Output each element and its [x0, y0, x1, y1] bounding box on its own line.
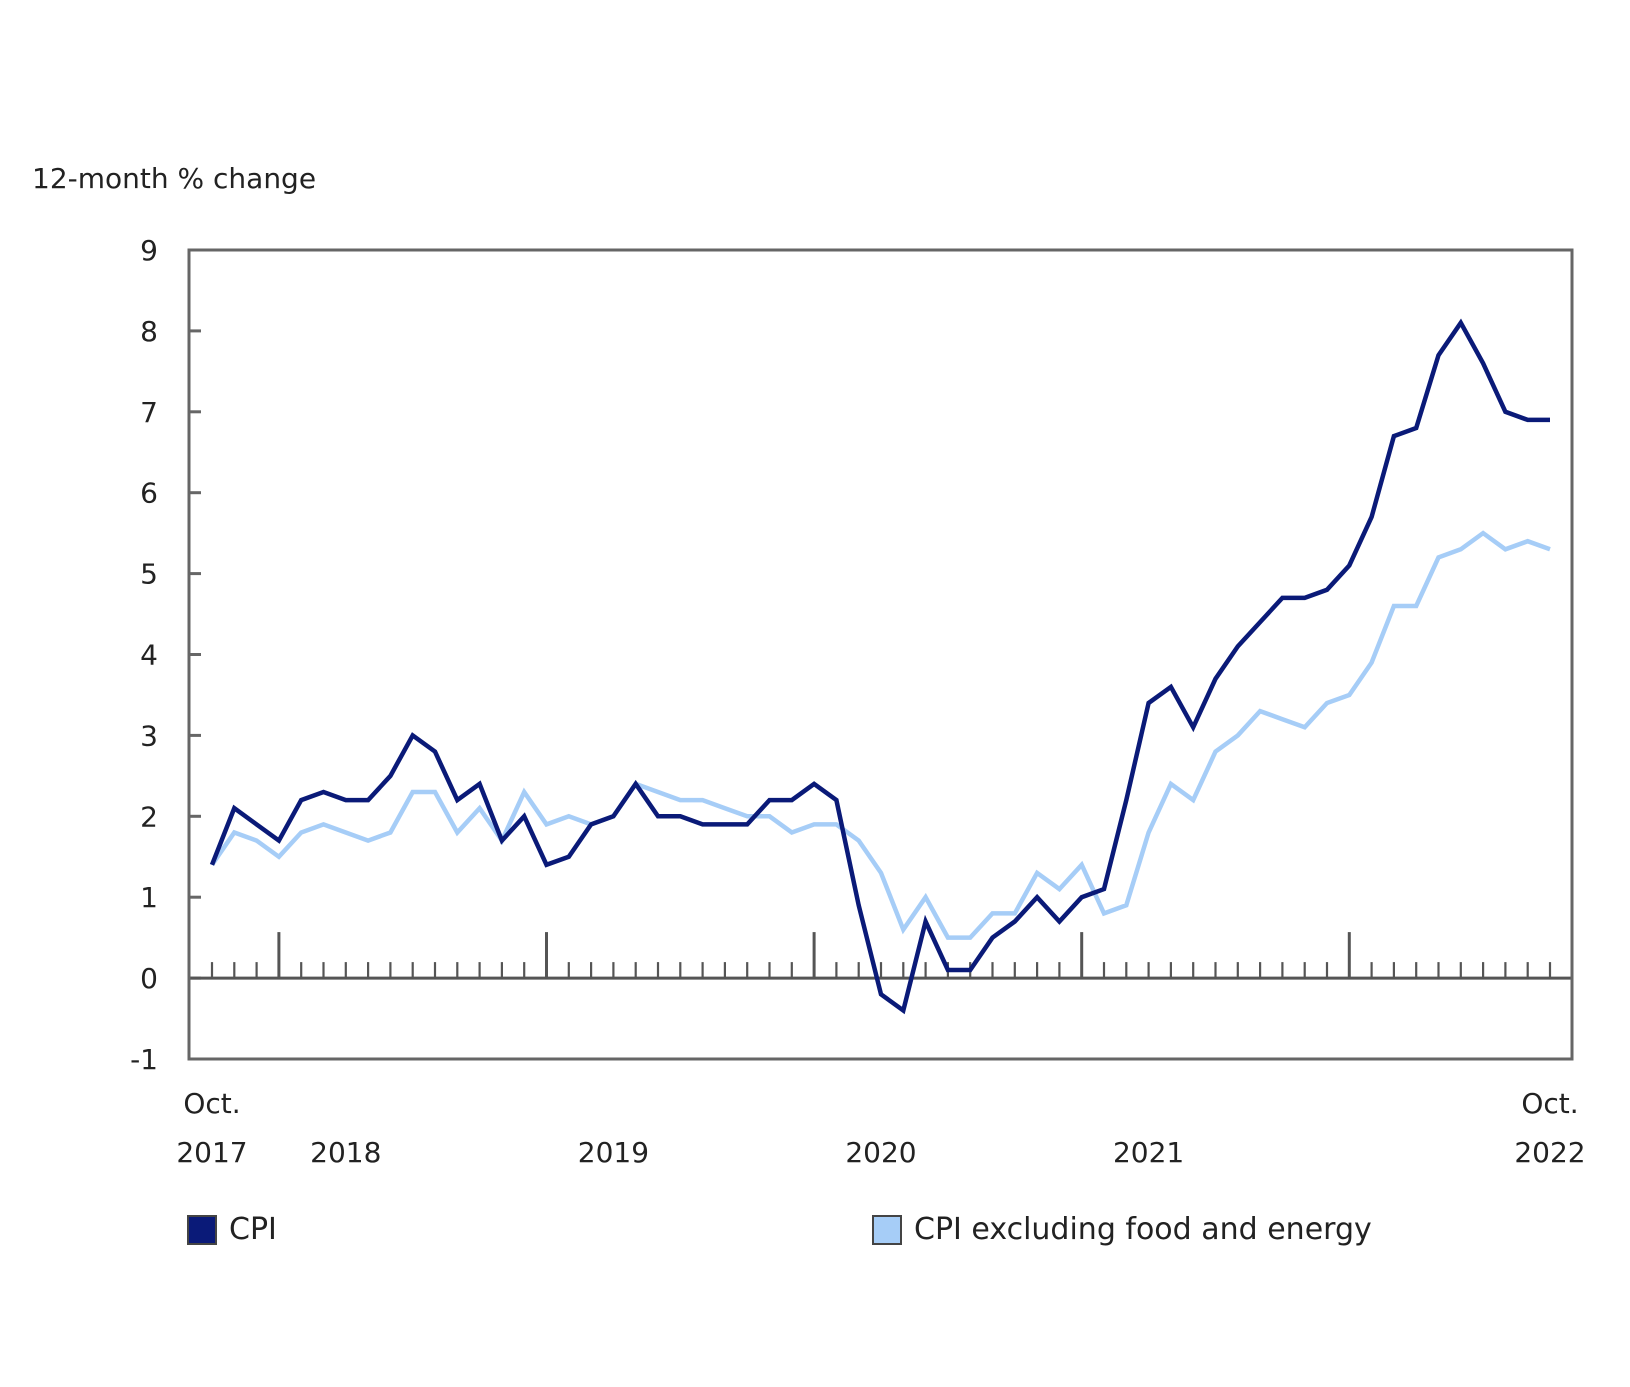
- y-tick-label: 5: [140, 558, 158, 591]
- y-tick-label: 6: [140, 477, 158, 510]
- y-axis-title: 12-month % change: [32, 162, 316, 195]
- x-axis-labels: Oct. 2017 Oct. 2022 2018 2019 2020 2021: [176, 1087, 1585, 1169]
- x-start-year-label: 2017: [176, 1136, 247, 1169]
- y-tick-label: 0: [140, 962, 158, 995]
- y-tick-label: 9: [140, 234, 158, 267]
- legend-swatch-cpi: [187, 1214, 217, 1245]
- x-end-year-label: 2022: [1514, 1136, 1585, 1169]
- y-tick-label: 4: [140, 639, 158, 672]
- legend-label-cpi-core: CPI excluding food and energy: [914, 1212, 1372, 1247]
- x-axis-ticks: [189, 932, 1572, 980]
- y-tick-label: 2: [140, 800, 158, 833]
- y-axis-labels: 9 8 7 6 5 4 3 2 1 0 ‑1: [130, 234, 201, 1076]
- y-tick-label: 7: [140, 396, 158, 429]
- series-line-cpi: [209, 318, 1550, 1015]
- y-tick-label: ‑1: [130, 1043, 158, 1076]
- x-end-month-label: Oct.: [1521, 1087, 1578, 1120]
- legend-cpi-core: CPI excluding food and energy: [872, 1212, 1372, 1247]
- legend-label-cpi: CPI: [229, 1212, 277, 1247]
- y-tick-label: 1: [140, 881, 158, 914]
- legend-swatch-cpi-core: [872, 1214, 902, 1245]
- x-year-label: 2019: [578, 1136, 649, 1169]
- y-tick-label: 8: [140, 315, 158, 348]
- x-year-label: 2018: [310, 1136, 381, 1169]
- x-start-month-label: Oct.: [183, 1087, 240, 1120]
- legend-cpi: CPI: [187, 1212, 277, 1247]
- x-year-label: 2020: [845, 1136, 916, 1169]
- y-tick-label: 3: [140, 719, 158, 752]
- series-line-cpi-core: [210, 530, 1551, 940]
- x-year-label: 2021: [1113, 1136, 1184, 1169]
- series-lines: [209, 318, 1551, 1015]
- plot-area-frame: [187, 248, 1574, 1061]
